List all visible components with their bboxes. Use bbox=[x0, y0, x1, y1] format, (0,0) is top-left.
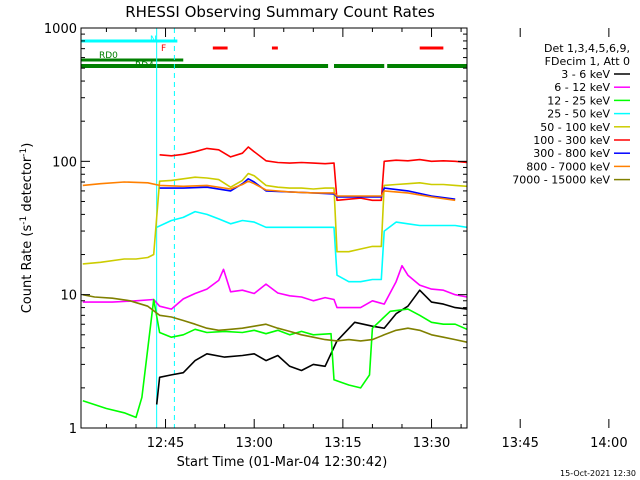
flag-label: F bbox=[161, 44, 166, 54]
series-line bbox=[82, 298, 468, 419]
flag-label: RD4 bbox=[135, 61, 154, 71]
legend-header-line-2: FDecim 1, Att 0 bbox=[545, 55, 630, 68]
x-tick-label: 12:45 bbox=[147, 436, 184, 451]
y-axis: 1 10 100 1000 bbox=[44, 22, 467, 437]
y-axis-label-part-5: ) bbox=[20, 143, 35, 148]
y-axis-label-part-3: detector bbox=[20, 156, 35, 216]
boundary-lines bbox=[156, 28, 175, 428]
legend-entry-label: 50 - 100 keV bbox=[540, 121, 610, 134]
y-tick-label: 10 bbox=[60, 289, 77, 304]
timestamp: 15-Oct-2021 12:30 bbox=[560, 469, 636, 478]
flag-labels: NF RD0 RD4 bbox=[99, 35, 166, 71]
x-tick-label: 14:00 bbox=[590, 436, 627, 451]
x-tick-label: 13:30 bbox=[413, 436, 450, 451]
series-line bbox=[82, 180, 456, 202]
legend-entry-label: 3 - 6 keV bbox=[561, 68, 610, 81]
x-tick-label: 13:45 bbox=[501, 436, 538, 451]
x-axis: 12:45 13:00 13:15 13:30 13:45 14:00 bbox=[105, 28, 628, 451]
legend-entry-label: 100 - 300 keV bbox=[533, 134, 610, 147]
series-line bbox=[155, 289, 468, 405]
flag-label: RD0 bbox=[99, 51, 118, 61]
legend: Det 1,3,4,5,6,9, FDecim 1, Att 0 3 - 6 k… bbox=[512, 42, 630, 187]
series-line bbox=[156, 210, 468, 283]
y-tick-label: 1 bbox=[69, 422, 77, 437]
y-axis-label: Count Rate (s-1 detector-1) bbox=[19, 143, 35, 314]
x-tick-label: 13:00 bbox=[235, 436, 272, 451]
chart-title: RHESSI Observing Summary Count Rates bbox=[125, 3, 435, 21]
legend-entry-label: 12 - 25 keV bbox=[547, 94, 610, 107]
x-axis-label: Start Time (01-Mar-04 12:30:42) bbox=[177, 455, 388, 470]
series-lines bbox=[82, 146, 468, 419]
series-line bbox=[82, 293, 468, 343]
y-tick-label: 100 bbox=[52, 155, 77, 170]
x-tick-label: 13:15 bbox=[324, 436, 361, 451]
legend-entry-label: 25 - 50 keV bbox=[547, 108, 610, 121]
flag-label: N bbox=[150, 35, 157, 45]
y-axis-label-part-2: -1 bbox=[19, 216, 29, 225]
series-line bbox=[159, 146, 468, 202]
flag-bars bbox=[81, 39, 467, 68]
series-line bbox=[82, 264, 468, 310]
legend-entry-label: 800 - 7000 keV bbox=[526, 160, 610, 173]
y-tick-label: 1000 bbox=[44, 22, 77, 37]
series-line bbox=[82, 172, 468, 265]
legend-entry-label: 7000 - 15000 keV bbox=[512, 174, 610, 187]
legend-header-line-1: Det 1,3,4,5,6,9, bbox=[544, 42, 630, 55]
y-axis-label-part-4: -1 bbox=[19, 148, 29, 157]
legend-entry-label: 300 - 800 keV bbox=[533, 147, 610, 160]
y-axis-label-part-1: Count Rate (s bbox=[20, 225, 35, 314]
plot-frame bbox=[80, 27, 468, 429]
legend-entry-label: 6 - 12 keV bbox=[554, 81, 610, 94]
